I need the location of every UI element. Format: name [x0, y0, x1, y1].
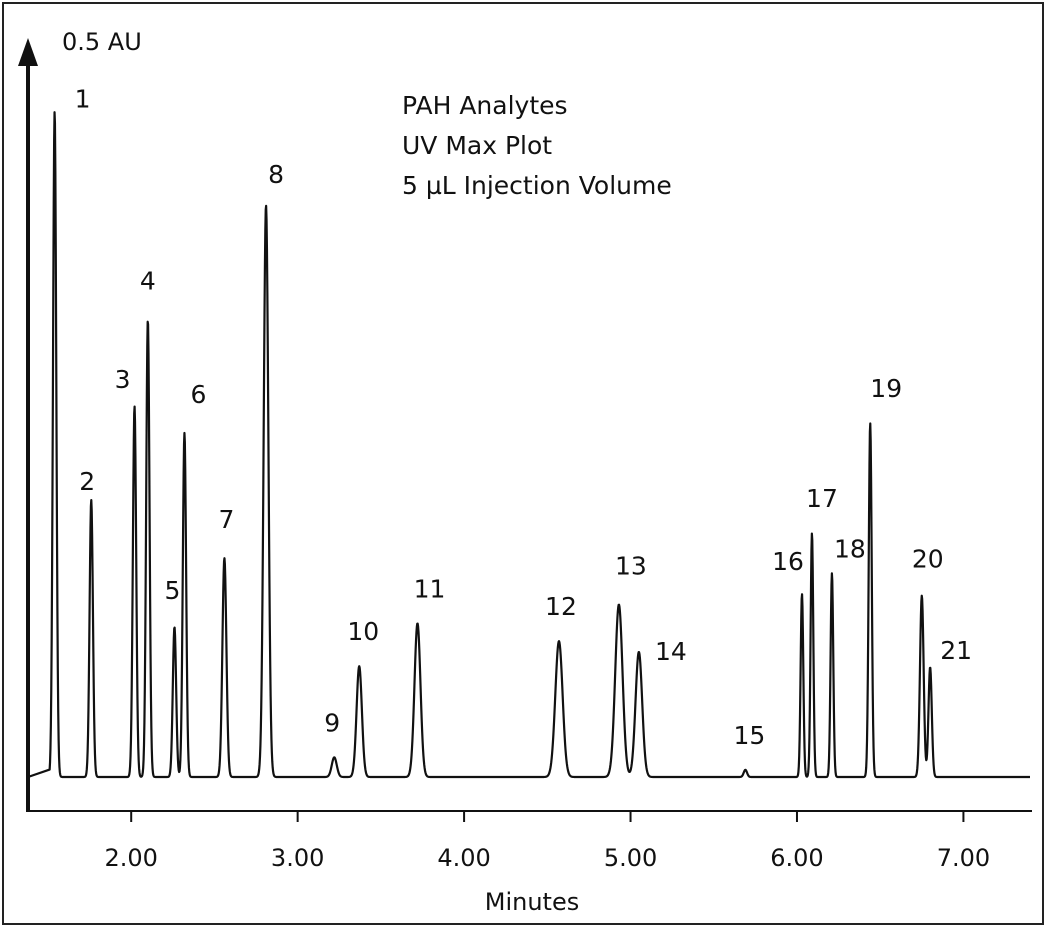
peak-label: 19	[870, 374, 902, 403]
peak-label: 14	[655, 637, 687, 666]
legend-line-3: 5 µL Injection Volume	[402, 171, 672, 200]
x-tick-label: 7.00	[937, 844, 990, 872]
trace-group	[27, 111, 1031, 779]
x-axis-title: Minutes	[485, 888, 579, 916]
peak-label: 1	[75, 84, 91, 113]
x-tick-label: 6.00	[770, 844, 823, 872]
y-axis-arrowhead	[18, 38, 38, 66]
x-ticks-group: 2.00 3.00 4.00 5.00 6.00 7.00	[104, 811, 990, 872]
peak-label: 21	[940, 636, 972, 665]
legend-line-2: UV Max Plot	[402, 131, 552, 160]
peak-label: 2	[79, 467, 95, 496]
peak-label: 5	[165, 576, 181, 605]
peak-label: 11	[414, 574, 446, 603]
chromatogram-trace	[27, 111, 1031, 779]
y-scale-label: 0.5 AU	[62, 28, 142, 56]
legend-block: PAH Analytes UV Max Plot 5 µL Injection …	[402, 91, 672, 200]
peak-label: 4	[140, 266, 156, 295]
peak-label: 20	[912, 545, 944, 574]
legend-line-1: PAH Analytes	[402, 91, 568, 120]
x-tick-label: 5.00	[604, 844, 657, 872]
peak-label: 18	[834, 534, 866, 563]
x-tick-label: 4.00	[437, 844, 490, 872]
peak-label: 8	[268, 160, 284, 189]
peak-label: 3	[115, 365, 131, 394]
peak-label: 13	[615, 552, 647, 581]
peak-label: 12	[545, 592, 577, 621]
x-tick-label: 3.00	[271, 844, 324, 872]
x-tick-label: 2.00	[104, 844, 157, 872]
peak-label: 7	[218, 505, 234, 534]
peak-label: 6	[191, 380, 207, 409]
peak-label: 9	[324, 708, 340, 737]
peak-label: 10	[347, 617, 379, 646]
peak-label: 15	[733, 721, 765, 750]
peak-label: 16	[772, 547, 804, 576]
peak-label: 17	[806, 484, 838, 513]
